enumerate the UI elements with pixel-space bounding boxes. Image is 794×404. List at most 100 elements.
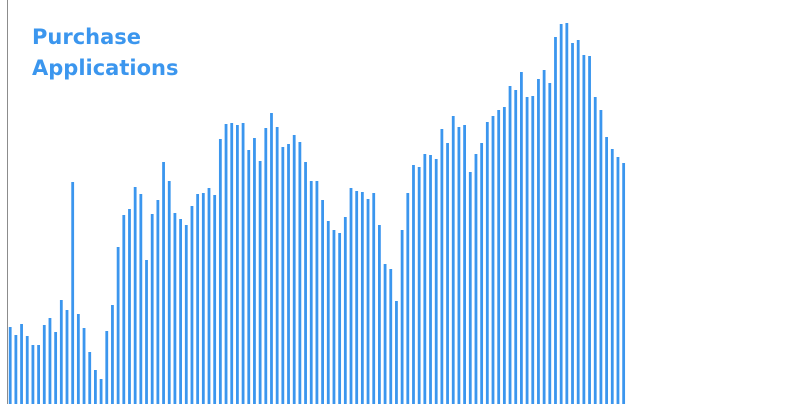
bar <box>395 301 398 404</box>
chart-title-line-1: Purchase <box>32 25 141 49</box>
bar <box>480 143 484 404</box>
bar <box>105 331 109 404</box>
bar <box>434 159 438 404</box>
bar <box>224 124 228 404</box>
bar <box>145 260 148 404</box>
bar <box>150 214 154 404</box>
bar <box>366 199 370 404</box>
bar <box>82 328 86 404</box>
bar <box>298 142 302 404</box>
bar <box>196 194 200 404</box>
bar <box>88 352 92 404</box>
bar <box>156 200 160 404</box>
bar <box>349 188 353 404</box>
bar <box>565 23 569 404</box>
bars-group <box>8 23 626 404</box>
bar <box>440 129 444 404</box>
bar <box>429 155 432 404</box>
bar <box>451 116 455 404</box>
bar <box>201 193 205 404</box>
bar <box>281 147 285 404</box>
bar <box>605 137 608 404</box>
bar <box>94 370 97 404</box>
bar <box>139 194 143 404</box>
bar <box>309 181 313 404</box>
bar <box>508 86 512 404</box>
bar <box>275 127 279 404</box>
bar <box>554 37 557 404</box>
bar <box>99 379 103 404</box>
bar <box>321 200 324 404</box>
chart-title-line-2: Applications <box>32 56 178 80</box>
bar <box>253 138 256 404</box>
bar <box>292 135 296 404</box>
bar <box>599 110 603 404</box>
bar <box>559 24 563 404</box>
bar <box>184 225 188 404</box>
bar <box>423 154 427 404</box>
bar <box>485 122 489 404</box>
bar <box>8 327 12 404</box>
bar <box>406 193 410 404</box>
bar <box>207 188 211 404</box>
bar <box>616 157 620 404</box>
bar <box>571 43 574 404</box>
bar <box>446 143 449 404</box>
bar <box>525 97 529 404</box>
bar <box>463 125 466 404</box>
bar <box>167 181 171 404</box>
bar <box>343 217 347 404</box>
bar <box>14 335 18 404</box>
bar <box>537 79 540 404</box>
bar <box>497 110 501 404</box>
bar <box>378 225 381 404</box>
bar <box>520 72 523 404</box>
bar <box>31 345 35 404</box>
bar <box>610 149 614 404</box>
bar <box>59 300 63 404</box>
bar <box>71 182 75 404</box>
bar <box>502 107 506 404</box>
bar <box>372 193 376 404</box>
bar <box>76 314 80 404</box>
bar <box>133 187 137 404</box>
bar <box>270 113 273 404</box>
bar <box>491 116 495 404</box>
bar <box>622 163 626 404</box>
bar <box>236 125 239 404</box>
bar <box>326 221 330 404</box>
bar <box>48 318 52 404</box>
bar <box>332 230 336 404</box>
bar <box>42 325 46 404</box>
bar <box>230 123 234 404</box>
bar <box>400 230 404 404</box>
bar <box>474 154 478 404</box>
bar <box>389 269 393 404</box>
bar <box>116 247 120 404</box>
bar <box>355 191 359 404</box>
bar <box>65 310 69 404</box>
bar <box>128 209 131 404</box>
bar <box>304 162 307 404</box>
bar <box>514 90 518 404</box>
bar <box>360 192 364 404</box>
bar <box>588 56 591 404</box>
bar <box>576 40 580 404</box>
bar <box>412 165 415 404</box>
bar <box>173 213 177 404</box>
bar <box>37 345 40 404</box>
bar <box>548 83 552 404</box>
bar <box>54 332 58 404</box>
bar <box>162 162 165 404</box>
bar <box>247 150 251 404</box>
bar <box>20 324 23 404</box>
bar <box>287 144 290 404</box>
bar <box>457 127 461 404</box>
bar <box>190 206 194 404</box>
bar <box>111 305 114 404</box>
bar <box>417 167 421 404</box>
bar <box>122 215 126 404</box>
bar <box>218 139 222 404</box>
bar <box>383 264 387 404</box>
